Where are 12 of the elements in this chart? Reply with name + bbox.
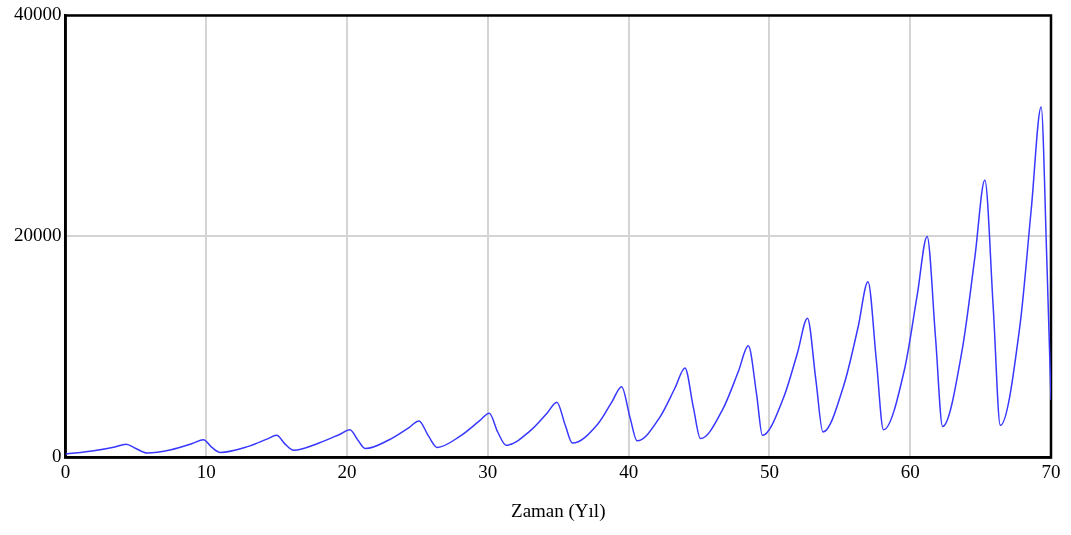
y-tick-label: 0 (52, 445, 62, 467)
x-tick-label: 60 (900, 460, 920, 482)
x-tick-label: 10 (196, 460, 216, 482)
x-tick-label: 30 (478, 460, 498, 482)
x-tick-label: 20 (337, 460, 357, 482)
x-tick-label: 40 (619, 460, 639, 482)
line-series (65, 106, 1051, 455)
x-axis-title: Zaman (Yıl) (511, 499, 606, 522)
x-tick-label: 70 (1041, 460, 1061, 482)
x-tick-label: 50 (759, 460, 779, 482)
y-tick-label: 40000 (14, 3, 62, 25)
y-tick-label: 20000 (14, 224, 62, 246)
